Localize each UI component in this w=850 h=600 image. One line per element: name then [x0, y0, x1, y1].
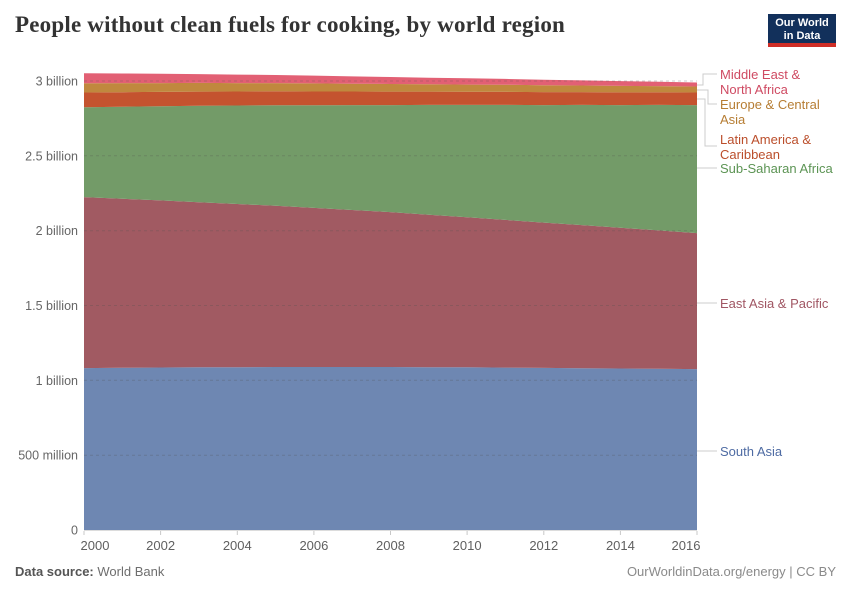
x-tick-label-2004: 2004: [223, 538, 252, 553]
legend-label-middle-east-north-africa: Middle East & North Africa: [720, 67, 801, 97]
x-tick-label-2010: 2010: [453, 538, 482, 553]
area-sub_saharan_africa[interactable]: [84, 104, 697, 234]
legend-connector-latin_america_caribbean: [697, 98, 717, 147]
data-source-label: Data source:: [15, 564, 94, 579]
legend-label-south-asia: South Asia: [720, 444, 783, 459]
owid-logo-line1: Our World: [775, 17, 829, 29]
area-middle_east_north_africa[interactable]: [84, 73, 697, 87]
owid-logo-line2: in Data: [783, 30, 821, 42]
y-tick-label-0.5: 500 million: [18, 449, 78, 463]
y-tick-label-1.5: 1.5 billion: [25, 299, 78, 313]
legend-item-sub-saharan-africa[interactable]: Sub-Saharan Africa: [720, 161, 833, 176]
credit-link[interactable]: OurWorldinData.org/energy | CC BY: [626, 564, 836, 579]
x-tick-label-2016: 2016: [672, 538, 701, 553]
x-tick-label-2014: 2014: [606, 538, 635, 553]
area-latin_america_caribbean[interactable]: [84, 91, 697, 108]
y-tick-label-3: 3 billion: [36, 75, 78, 89]
legend-label-europe-central-asia: Europe & Central Asia: [720, 97, 820, 127]
legend-item-south-asia[interactable]: South Asia: [720, 444, 782, 459]
legend-item-latin-america-caribbean[interactable]: Latin America & Caribbean: [720, 132, 825, 162]
area-east_asia_pacific[interactable]: [84, 197, 697, 370]
owid-logo[interactable]: Our World in Data: [768, 14, 836, 47]
legend-connector-middle_east_north_africa: [697, 73, 717, 86]
y-tick-label-2: 2 billion: [36, 224, 78, 238]
x-tick-label-2012: 2012: [529, 538, 558, 553]
x-tick-label-2006: 2006: [299, 538, 328, 553]
x-tick-label-2002: 2002: [146, 538, 175, 553]
area-south_asia[interactable]: [84, 367, 697, 530]
y-tick-label-0: 0: [71, 524, 78, 538]
y-tick-label-1: 1 billion: [36, 374, 78, 388]
legend-label-east-asia-pacific: East Asia & Pacific: [720, 296, 829, 311]
legend-item-middle-east-north-africa[interactable]: Middle East & North Africa: [720, 67, 825, 97]
legend-item-east-asia-pacific[interactable]: East Asia & Pacific: [720, 296, 828, 311]
legend-label-latin-america-caribbean: Latin America & Caribbean: [720, 132, 812, 162]
legend-item-europe-central-asia[interactable]: Europe & Central Asia: [720, 97, 825, 127]
y-tick-label-2.5: 2.5 billion: [25, 149, 78, 163]
page-title: People without clean fuels for cooking, …: [15, 12, 566, 37]
x-tick-label-2008: 2008: [376, 538, 405, 553]
legend-label-sub-saharan-africa: Sub-Saharan Africa: [720, 161, 833, 176]
data-source-note: Data source: World Bank: [15, 564, 164, 579]
area-europe_central_asia[interactable]: [84, 82, 697, 93]
data-source-value: World Bank: [97, 564, 165, 579]
x-tick-label-2000: 2000: [81, 538, 110, 553]
legend-connector-europe_central_asia: [697, 89, 717, 105]
